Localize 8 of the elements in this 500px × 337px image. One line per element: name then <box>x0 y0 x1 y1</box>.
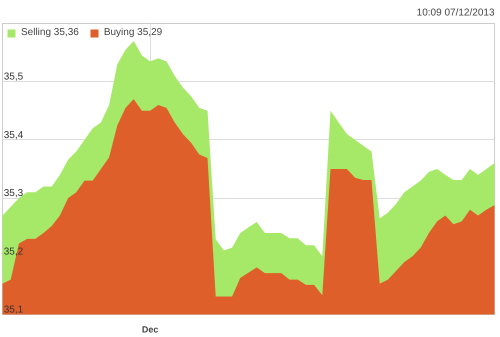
x-tick-label: Dec <box>142 324 158 334</box>
y-tick-label: 35,4 <box>4 130 24 141</box>
y-tick-label: 35,3 <box>4 188 24 200</box>
text: 10:09 07/12/2013 <box>416 8 495 18</box>
y-tick-label: 35,5 <box>4 72 24 83</box>
legend-label: Buying 35,29 <box>104 27 162 38</box>
legend-label: Selling 35,36 <box>21 27 79 38</box>
y-tick-label: 35,1 <box>4 304 24 316</box>
